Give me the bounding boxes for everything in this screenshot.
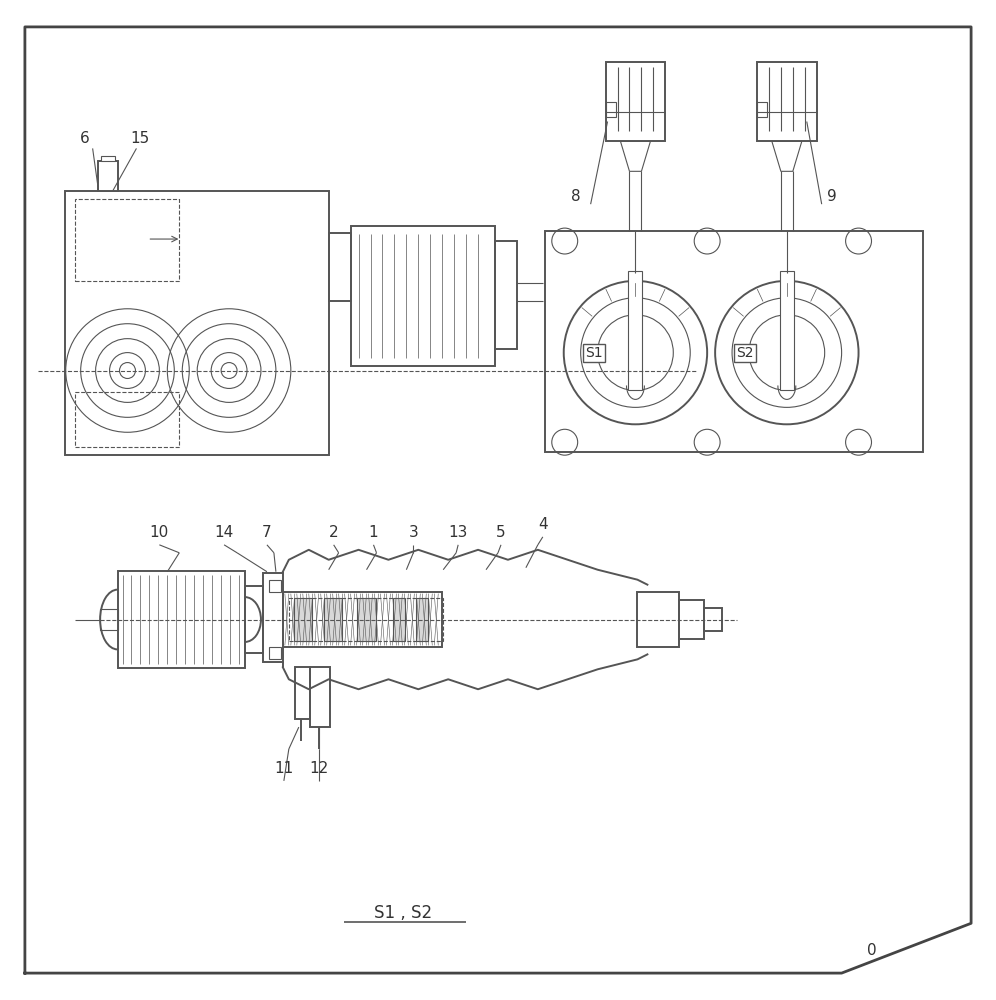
Text: 13: 13 bbox=[448, 525, 468, 540]
Bar bbox=[679, 600, 704, 639]
Bar bbox=[245, 586, 263, 653]
Bar bbox=[393, 598, 405, 641]
Text: 15: 15 bbox=[129, 131, 149, 146]
Text: 2: 2 bbox=[329, 525, 339, 540]
Polygon shape bbox=[98, 161, 118, 191]
Bar bbox=[606, 62, 665, 141]
Bar bbox=[283, 592, 442, 647]
Text: 12: 12 bbox=[309, 761, 329, 776]
Polygon shape bbox=[772, 141, 802, 171]
Text: 11: 11 bbox=[274, 761, 294, 776]
Bar bbox=[75, 199, 179, 281]
Bar bbox=[289, 598, 443, 641]
Text: S1 , S2: S1 , S2 bbox=[374, 904, 432, 922]
Text: 0: 0 bbox=[867, 943, 876, 958]
Bar bbox=[416, 598, 428, 641]
Bar bbox=[263, 573, 283, 662]
Bar bbox=[780, 271, 794, 390]
Text: 1: 1 bbox=[369, 525, 378, 540]
Text: 14: 14 bbox=[214, 525, 234, 540]
Bar bbox=[118, 571, 245, 668]
Bar bbox=[269, 580, 281, 592]
Text: 8: 8 bbox=[571, 189, 581, 204]
Text: 3: 3 bbox=[408, 525, 418, 540]
Text: 10: 10 bbox=[149, 525, 169, 540]
Text: S1: S1 bbox=[585, 346, 603, 360]
Text: S2: S2 bbox=[736, 346, 754, 360]
Bar bbox=[606, 102, 616, 117]
Text: 5: 5 bbox=[496, 525, 506, 540]
Text: 9: 9 bbox=[827, 189, 837, 204]
Bar bbox=[495, 241, 517, 349]
Bar bbox=[294, 598, 312, 641]
Bar bbox=[637, 592, 679, 647]
Text: 4: 4 bbox=[538, 517, 548, 532]
Bar bbox=[329, 233, 351, 301]
Text: 7: 7 bbox=[262, 525, 272, 540]
Polygon shape bbox=[101, 156, 115, 161]
Bar bbox=[295, 667, 310, 719]
Bar bbox=[628, 271, 642, 390]
Bar bbox=[269, 647, 281, 659]
Bar bbox=[310, 667, 330, 727]
Bar bbox=[704, 608, 722, 631]
Bar bbox=[75, 392, 179, 447]
Text: 6: 6 bbox=[80, 131, 90, 146]
Bar bbox=[324, 598, 342, 641]
Polygon shape bbox=[621, 141, 650, 171]
Bar bbox=[757, 102, 767, 117]
Bar bbox=[100, 609, 118, 630]
Bar bbox=[757, 62, 817, 141]
Bar bbox=[357, 598, 376, 641]
Bar bbox=[351, 226, 495, 366]
Bar bbox=[545, 231, 923, 452]
Bar bbox=[65, 191, 329, 455]
